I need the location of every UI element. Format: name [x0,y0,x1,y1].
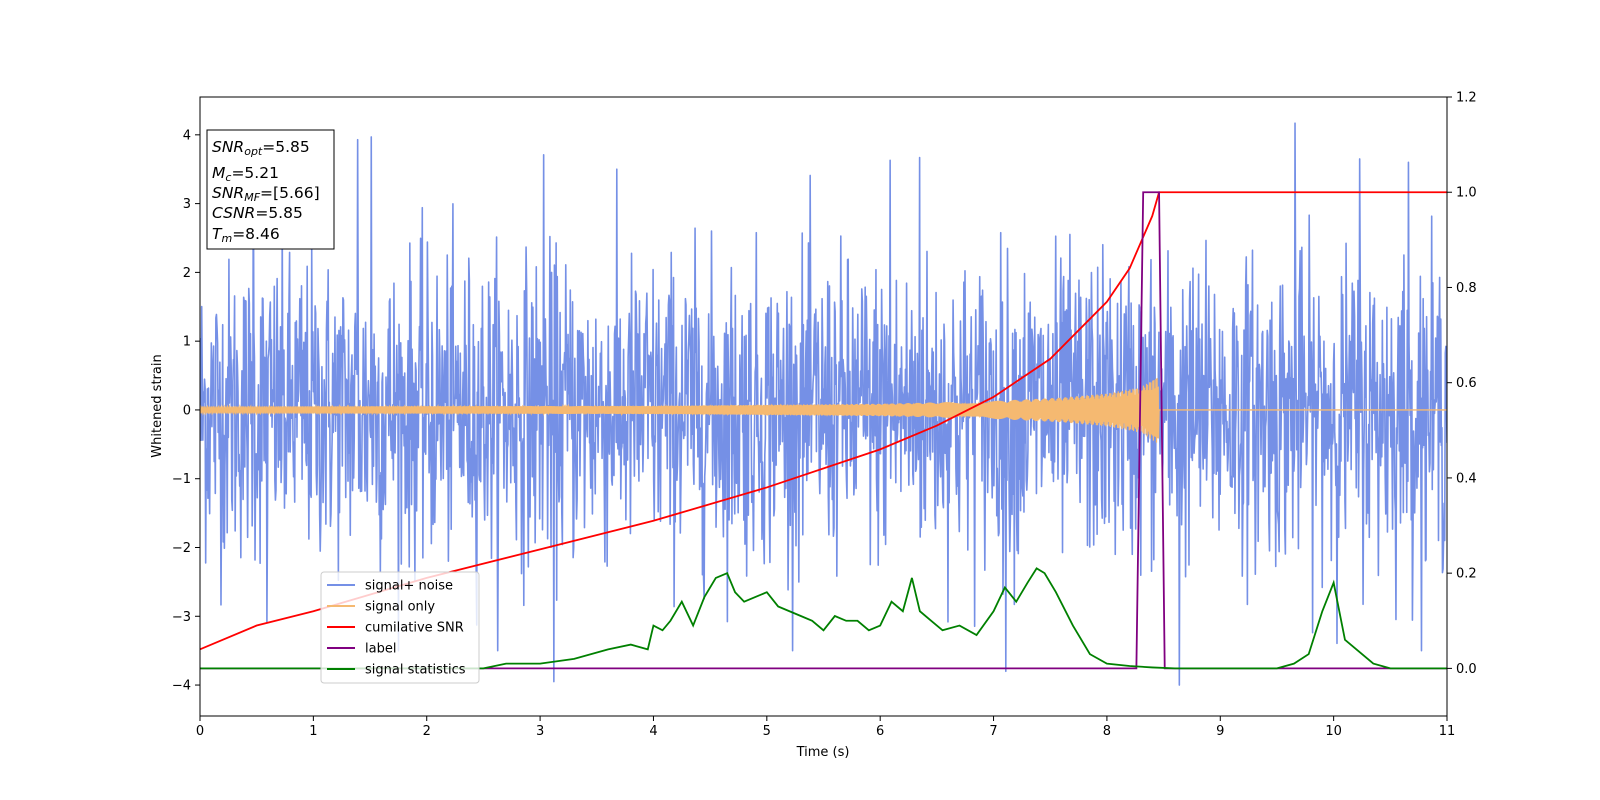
series-signal-only [200,378,1447,443]
x-tick-label: 3 [536,724,544,739]
annotation-line: CSNR=5.85 [212,204,303,222]
x-tick-label: 0 [196,724,204,739]
y2-tick-label: 0.4 [1456,471,1477,486]
x-tick-label: 5 [763,724,771,739]
x-tick-label: 7 [989,724,997,739]
legend: signal+ noise signal only cumilative SNR la… [320,571,480,684]
x-tick-label: 4 [649,724,657,739]
plot-frame [199,96,1448,717]
legend-entry: signal only [365,600,435,615]
annotation-frame [206,129,335,250]
annotation-line: Mc=5.21 [212,164,279,184]
legend-entry: signal statistics [365,663,466,678]
y-axis-label: Whitened strain [150,354,165,457]
y-tick-label: 4 [183,128,191,143]
x-tick-label: 9 [1216,724,1224,739]
y2-tick-label: 0.6 [1456,376,1477,391]
series-signal-statistics [200,567,1447,670]
y-tick-label: −4 [172,679,191,694]
y-tick-label: 1 [183,335,191,350]
legend-entry: label [365,642,396,657]
y2-tick-label: 1.2 [1456,91,1477,106]
y-tick-label: −2 [172,541,191,556]
series-signal-noise [200,122,1447,686]
y-axis-left: −4 −3 −2 −1 0 1 2 3 4 [172,128,200,694]
y-axis-right: 0.0 0.2 0.4 0.6 0.8 1.0 1.2 [1447,91,1477,677]
x-axis-label: Time (s) [796,745,850,760]
y2-tick-label: 1.0 [1456,186,1477,201]
x-tick-label: 2 [423,724,431,739]
x-tick-label: 1 [309,724,317,739]
y2-tick-label: 0.8 [1456,281,1477,296]
y-tick-label: 3 [183,197,191,212]
y-tick-label: −3 [172,610,191,625]
x-tick-label: 6 [876,724,884,739]
legend-entry: cumilative SNR [365,621,464,636]
annotation-line: Tm=8.46 [212,225,280,245]
x-tick-label: 11 [1439,724,1456,739]
annotation-line: SNRopt=5.85 [212,138,310,158]
x-tick-label: 8 [1103,724,1111,739]
y-tick-label: 2 [183,266,191,281]
annotation-line: SNRMF=[5.66] [212,184,320,204]
y2-tick-label: 0.2 [1456,567,1477,582]
x-tick-label: 10 [1325,724,1342,739]
y-tick-label: 0 [183,403,191,418]
x-axis: 0 1 2 3 4 5 6 7 8 9 10 11 [196,716,1455,739]
legend-frame [320,571,480,684]
y2-tick-label: 0.0 [1456,662,1477,677]
y-tick-label: −1 [172,472,191,487]
legend-entry: signal+ noise [365,579,453,594]
